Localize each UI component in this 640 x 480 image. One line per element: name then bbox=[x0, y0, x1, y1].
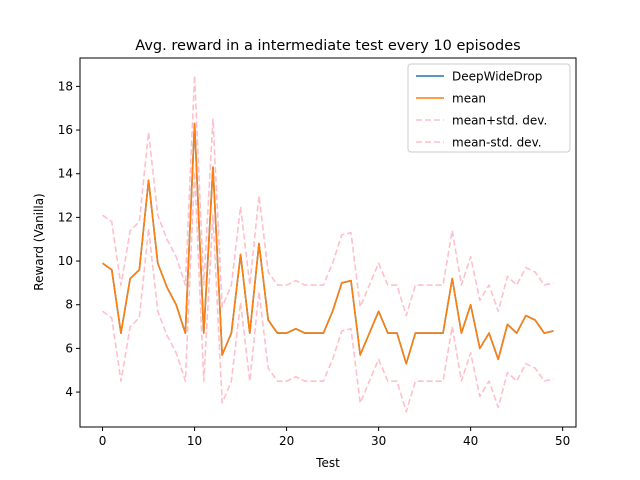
legend-label: mean+std. dev. bbox=[452, 114, 547, 128]
x-tick-label: 30 bbox=[371, 434, 386, 448]
legend-label: mean bbox=[452, 92, 486, 106]
y-tick-label: 18 bbox=[58, 79, 73, 93]
plot-area-frame bbox=[79, 57, 577, 428]
x-tick-label: 40 bbox=[463, 434, 478, 448]
x-axis: 0 10 20 30 40 50 bbox=[99, 427, 570, 448]
series-line-mean-std-dev bbox=[102, 74, 554, 317]
legend-box bbox=[407, 63, 571, 153]
y-tick-label: 16 bbox=[58, 123, 73, 137]
x-tick-label: 10 bbox=[187, 434, 202, 448]
x-tick-label: 20 bbox=[279, 434, 294, 448]
legend-label: DeepWideDrop bbox=[452, 70, 542, 84]
y-tick-label: 8 bbox=[65, 298, 73, 312]
y-tick-label: 12 bbox=[58, 210, 73, 224]
y-tick-label: 6 bbox=[65, 341, 73, 355]
x-tick-label: 0 bbox=[99, 434, 107, 448]
series-line-mean bbox=[102, 122, 554, 365]
y-tick-label: 10 bbox=[58, 254, 73, 268]
legend-label: mean-std. dev. bbox=[452, 136, 542, 150]
x-tick-label: 50 bbox=[555, 434, 570, 448]
series-layer bbox=[102, 74, 554, 413]
chart-title: Avg. reward in a intermediate test every… bbox=[135, 38, 520, 54]
series-line-mean-std-dev bbox=[102, 170, 554, 413]
y-axis: 4 6 8 10 12 14 16 18 bbox=[58, 79, 80, 399]
y-tick-label: 14 bbox=[58, 167, 73, 181]
y-axis-label: Reward (Vanilla) bbox=[32, 193, 46, 290]
legend: DeepWideDrop mean mean+std. dev. mean-std. … bbox=[407, 63, 571, 153]
y-tick-label: 4 bbox=[65, 385, 73, 399]
series-line-deepwidedrop bbox=[102, 122, 554, 365]
x-axis-label: Test bbox=[315, 456, 340, 470]
